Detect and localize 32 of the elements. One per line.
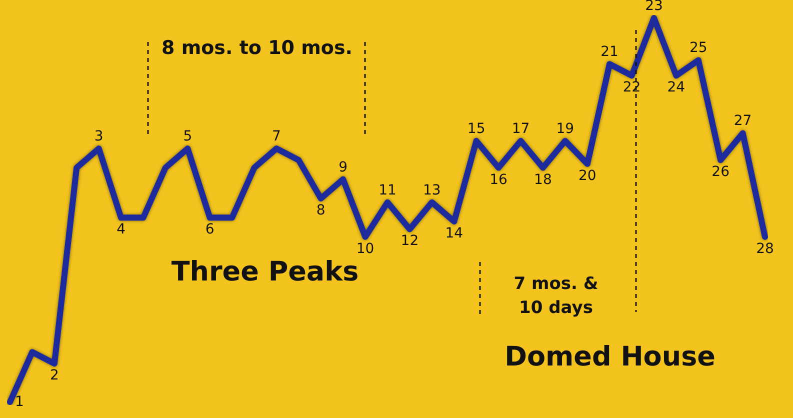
x-tick-label: 1 (15, 394, 24, 410)
x-tick-label: 11 (378, 182, 396, 198)
x-tick-label: 17 (512, 120, 530, 137)
x-tick-label: 4 (116, 222, 126, 238)
x-tick-label: 27 (734, 113, 752, 130)
x-tick-label: 21 (600, 44, 618, 60)
x-tick-label: 14 (445, 226, 464, 242)
x-tick-label: 22 (622, 80, 641, 96)
x-tick-label: 2 (50, 368, 59, 384)
x-tick-label: 28 (756, 240, 774, 257)
x-tick-label: 12 (400, 233, 419, 250)
x-tick-label: 16 (490, 172, 508, 188)
annotation: 7 mos. & (514, 274, 598, 294)
x-tick-label: 10 (356, 240, 374, 257)
x-tick-label: 19 (556, 120, 574, 137)
x-tick-label: 26 (712, 164, 730, 180)
annotation: Three Peaks (171, 256, 359, 288)
x-tick-label: 6 (205, 222, 214, 238)
x-tick-label: 24 (667, 80, 686, 96)
x-tick-label: 3 (94, 128, 104, 145)
x-tick-label: 13 (423, 182, 441, 198)
annotation: 10 days (519, 298, 593, 318)
x-tick-label: 7 (272, 128, 281, 145)
x-tick-label: 25 (689, 40, 708, 56)
annotation: 8 mos. to 10 mos. (161, 37, 353, 59)
x-tick-label: 15 (467, 120, 486, 137)
x-tick-label: 5 (183, 128, 192, 145)
x-tick-label: 18 (534, 172, 552, 188)
annotation: Domed House (504, 342, 716, 372)
x-tick-label: 8 (316, 202, 326, 218)
x-tick-label: 9 (338, 159, 348, 176)
x-tick-label: 20 (578, 168, 596, 184)
